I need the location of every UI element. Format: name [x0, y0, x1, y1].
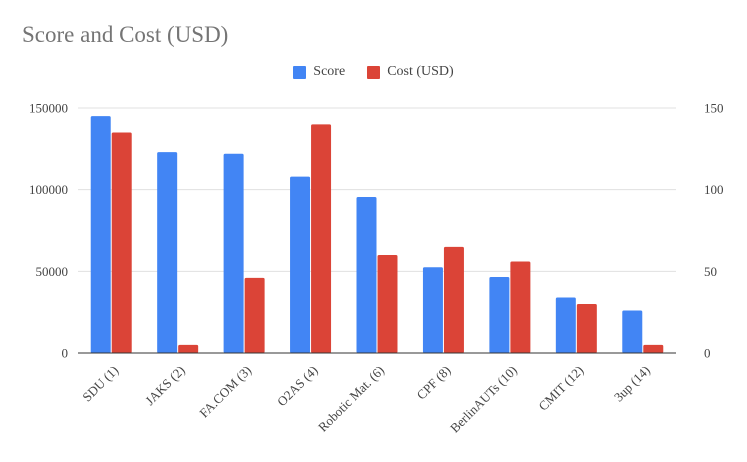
x-tick-label: BerlinAUTs (10)	[447, 363, 520, 436]
bar-score	[555, 297, 576, 353]
x-tick-label: JAKS (2)	[142, 363, 188, 409]
y-left-tick-label: 150000	[29, 101, 68, 116]
y-left-tick-label: 0	[62, 346, 69, 361]
bar-cost	[178, 344, 199, 353]
bar-cost	[576, 304, 597, 353]
y-right-tick-label: 150	[704, 101, 724, 116]
bar-score	[422, 267, 443, 353]
bar-score	[223, 153, 244, 353]
bar-cost	[244, 277, 265, 353]
y-left-tick-label: 50000	[36, 264, 69, 279]
x-tick-label: 3up (14)	[611, 363, 653, 405]
x-tick-label: Robotic Mat. (6)	[315, 363, 387, 435]
y-right-tick-label: 100	[704, 182, 724, 197]
y-left-tick-label: 100000	[29, 182, 68, 197]
bar-score	[90, 116, 111, 354]
legend-swatch-cost	[367, 65, 381, 79]
legend-item-score: Score	[293, 64, 345, 80]
bar-cost	[111, 132, 132, 353]
legend-swatch-score	[293, 65, 307, 79]
bar-cost	[510, 261, 531, 353]
bar-cost	[443, 246, 464, 353]
legend-item-cost: Cost (USD)	[367, 64, 454, 80]
bar-score	[157, 152, 178, 353]
bar-score	[356, 197, 377, 353]
bar-cost	[311, 124, 332, 353]
chart-title: Score and Cost (USD)	[22, 22, 229, 47]
bar-cost	[377, 255, 398, 353]
x-tick-label: CPF (8)	[414, 363, 454, 403]
y-right-tick-label: 0	[704, 346, 711, 361]
bar-cost	[643, 344, 664, 353]
bar-score	[290, 176, 311, 353]
x-tick-label: FA.COM (3)	[196, 363, 254, 421]
bar-score	[489, 277, 510, 353]
y-right-tick-label: 50	[704, 264, 717, 279]
x-tick-label: O2AS (4)	[274, 363, 321, 410]
bar-score	[622, 310, 643, 353]
x-tick-label: SDU (1)	[79, 363, 121, 405]
legend-label-cost: Cost (USD)	[387, 64, 454, 79]
legend-label-score: Score	[313, 64, 346, 79]
legend: Score Cost (USD)	[0, 64, 747, 80]
x-tick-label: CMIT (12)	[535, 363, 586, 414]
